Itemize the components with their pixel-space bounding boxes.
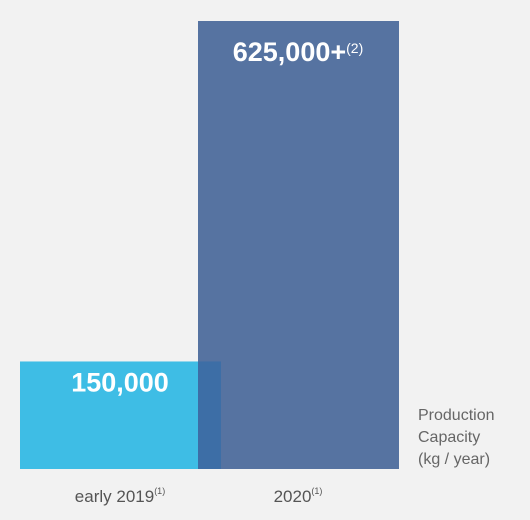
- value-label-2020: 625,000+(2): [233, 37, 364, 67]
- x-tick-footnote: (1): [311, 486, 322, 496]
- x-tick-label-2020: 2020(1): [274, 486, 323, 506]
- bar-early-2019: [20, 361, 221, 469]
- y-axis-label: Production Capacity (kg / year): [418, 407, 495, 468]
- x-tick-label-early-2019: early 2019(1): [75, 486, 165, 506]
- value-footnote: (2): [346, 40, 363, 56]
- bar-2020: [198, 21, 399, 469]
- bar-overlap: [198, 361, 221, 469]
- value-label-early-2019: 150,000: [71, 367, 169, 397]
- x-tick-footnote: (1): [154, 486, 165, 496]
